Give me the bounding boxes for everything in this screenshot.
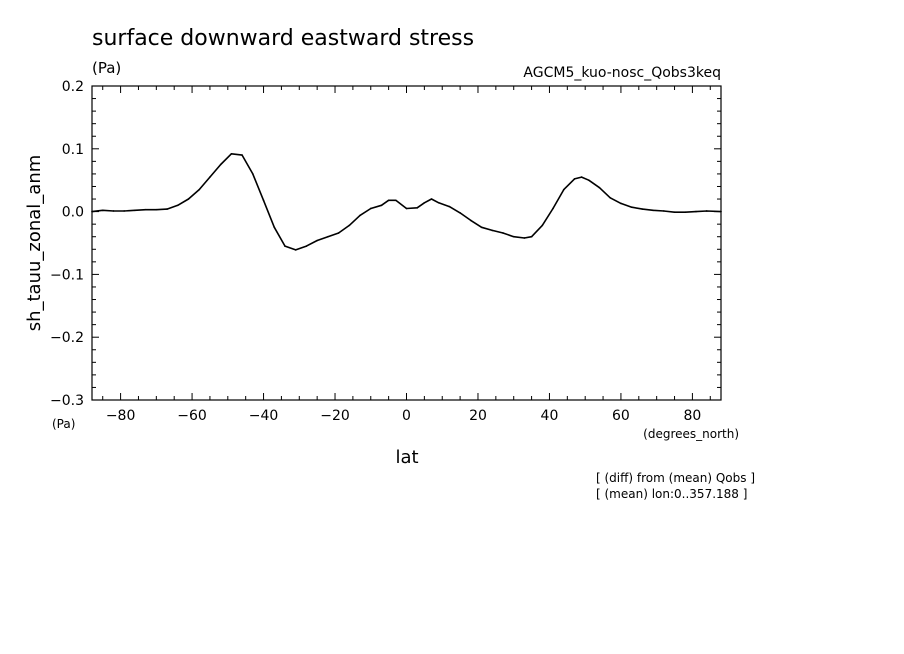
note-line-2: [ (mean) lon:0..357.188 ] [596, 487, 747, 501]
data-point [512, 235, 515, 238]
x-tick-label: 80 [683, 408, 701, 424]
y-tick-label: −0.3 [50, 393, 84, 409]
data-point [587, 179, 590, 181]
data-point [359, 214, 361, 217]
data-point [252, 173, 254, 175]
y-tick-label: 0.0 [62, 205, 84, 221]
x-tick-label: −80 [106, 408, 136, 424]
data-point [305, 245, 308, 247]
chart-title: surface downward eastward stress [92, 26, 474, 51]
y-axis: 0.2 0.1 0.0 −0.1 −0.2 −0.3 [50, 79, 721, 409]
series-layer [91, 153, 722, 251]
data-point [273, 226, 276, 229]
top-unit-label: (Pa) [92, 59, 121, 77]
data-point [609, 196, 612, 199]
data-point [134, 209, 136, 212]
data-point [219, 163, 222, 166]
x-axis-label: lat [395, 447, 418, 468]
data-point [166, 208, 168, 210]
y-tick-label: 0.1 [62, 142, 84, 158]
data-point [394, 199, 397, 202]
data-point [523, 237, 526, 239]
data-point [155, 208, 158, 211]
data-point [541, 224, 544, 227]
data-point [241, 154, 243, 156]
data-point [663, 210, 665, 212]
data-point [123, 210, 125, 212]
data-point [209, 176, 211, 178]
y-tick-label: −0.2 [50, 330, 84, 346]
data-point [144, 208, 147, 211]
data-point [284, 245, 286, 247]
data-point [459, 212, 461, 214]
data-point [337, 232, 340, 234]
plot-frame [91, 85, 722, 401]
data-point [470, 219, 472, 222]
data-point [573, 178, 576, 180]
data-point [112, 210, 115, 212]
model-name: AGCM5_kuo-nosc_Qobs3keq [523, 65, 721, 81]
data-point [187, 198, 190, 200]
data-point [620, 202, 622, 205]
note-line-1: [ (diff) from (mean) Qobs ] [596, 471, 755, 485]
x-axis: −80 −60 −40 −20 0 20 40 60 80 [102, 86, 711, 424]
data-point [416, 207, 419, 209]
data-point [230, 153, 233, 155]
data-point [502, 232, 504, 234]
series-line [91, 153, 722, 251]
data-point [91, 210, 93, 213]
data-point [430, 198, 433, 200]
data-point [316, 239, 318, 242]
data-point [480, 226, 483, 229]
x-tick-label: 0 [402, 408, 411, 424]
x-tick-label: −20 [320, 408, 350, 424]
data-point [198, 188, 201, 191]
data-point [262, 199, 265, 202]
data-point [369, 207, 372, 210]
data-point [580, 176, 583, 178]
data-point [598, 186, 601, 189]
data-point [176, 204, 179, 207]
y-tick-label: 0.2 [62, 79, 84, 95]
x-unit-label: (degrees_north) [643, 427, 739, 441]
data-point [720, 210, 722, 213]
data-point [695, 210, 697, 213]
data-point [630, 206, 633, 209]
data-point [562, 188, 565, 191]
data-point [294, 249, 297, 251]
x-tick-label: 40 [541, 408, 559, 424]
data-point [552, 207, 554, 210]
data-point [673, 211, 676, 214]
data-point [423, 202, 426, 204]
data-point [327, 235, 329, 238]
x-tick-label: 20 [469, 408, 487, 424]
data-point [101, 209, 104, 212]
data-point [405, 207, 408, 210]
y-tick-label: −0.1 [50, 267, 84, 283]
data-point [348, 224, 351, 227]
x-tick-label: 60 [612, 408, 630, 424]
data-point [387, 199, 390, 202]
data-point [437, 202, 440, 204]
data-point [380, 204, 383, 207]
y-unit-label: (Pa) [52, 417, 75, 431]
data-point [684, 211, 687, 214]
y-axis-label: sh_tauu_zonal_anm [24, 155, 45, 332]
data-point [448, 205, 451, 208]
data-point [491, 229, 494, 232]
data-point [641, 208, 644, 210]
data-point [530, 235, 533, 238]
data-point [652, 209, 654, 212]
data-point [705, 210, 708, 212]
x-tick-label: −60 [177, 408, 207, 424]
x-tick-label: −40 [249, 408, 279, 424]
